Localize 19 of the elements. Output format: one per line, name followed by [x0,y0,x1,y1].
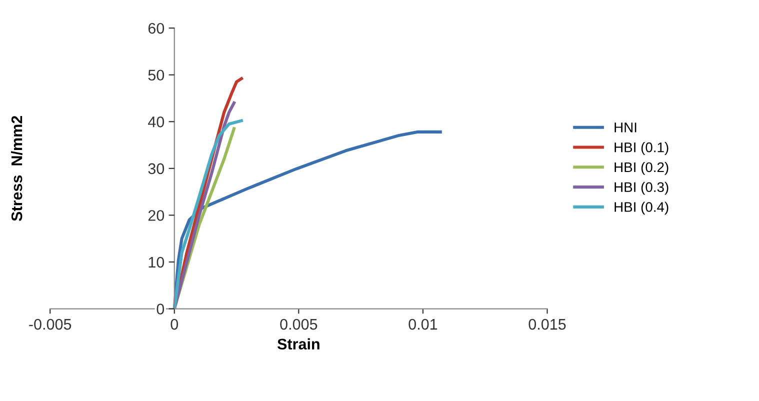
x-tick-label: 0.015 [528,318,566,330]
y-tick-label: 0 [156,304,164,314]
y-tick-label: 40 [148,116,164,128]
legend-label: HBI (0.1) [614,142,668,155]
x-axis-title: Strain [277,338,320,350]
x-tick-label: 0 [170,318,178,330]
y-tick-label: 20 [148,210,164,221]
x-tick-label: 0.01 [408,318,438,330]
x-tick-label: 0.005 [280,318,318,330]
legend-label: HBI (0.4) [614,202,668,215]
y-tick-label: 30 [148,163,164,174]
legend-label: HNI [614,122,636,132]
x-tick-label: -0.005 [29,318,72,330]
y-tick-label: 60 [148,22,164,34]
y-tick-label: 10 [148,256,164,268]
y-tick-label: 50 [148,70,164,81]
legend-label: HBI (0.3) [614,182,668,195]
legend-label: HBI (0.2) [614,162,668,175]
y-axis-title: Stress N/mm2 [10,116,22,222]
